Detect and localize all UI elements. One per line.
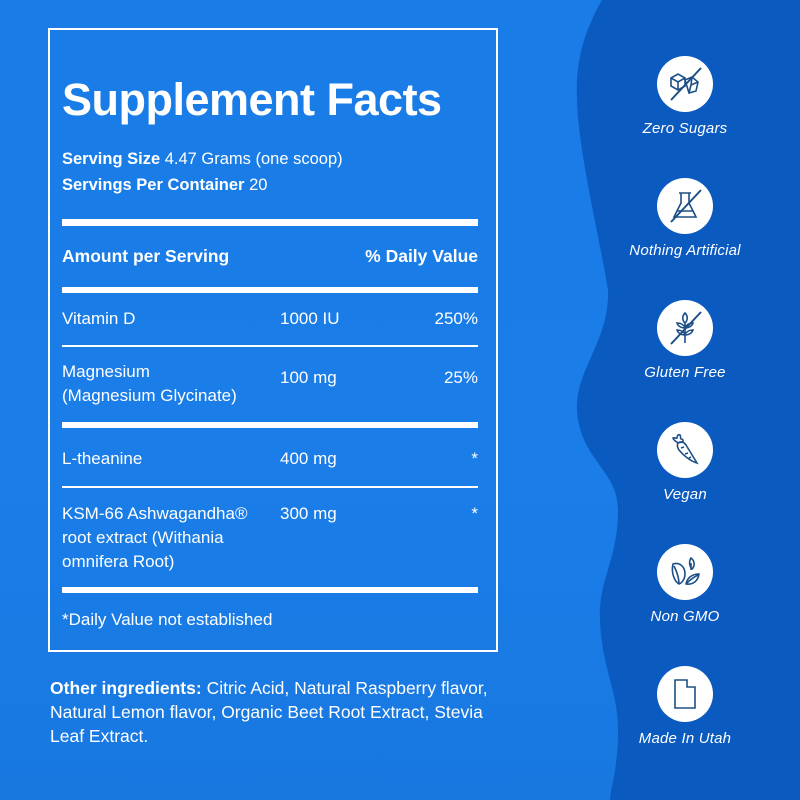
other-ingredients-value: Citric Acid, Natural Raspberry flavor, N…: [50, 678, 488, 746]
nutrient-name-detail: omnifera Root): [62, 552, 175, 571]
leaves-icon: [657, 544, 713, 600]
nutrient-amount: 100 mg: [280, 368, 337, 387]
footnote: *Daily Value not established: [62, 610, 273, 629]
nutrient-name: Magnesium: [62, 362, 150, 381]
serving-size: Serving Size 4.47 Grams (one scoop): [62, 150, 343, 169]
badge-vegan: Vegan: [605, 422, 765, 503]
divider-thin: [62, 345, 478, 347]
badge-label: Nothing Artificial: [629, 242, 741, 259]
nutrient-amount: 300 mg: [280, 504, 337, 523]
divider-thick: [62, 219, 478, 226]
badge-label: Non GMO: [650, 608, 720, 625]
other-ingredients: Other ingredients: Citric Acid, Natural …: [50, 676, 490, 748]
nutrient-dv: *: [471, 449, 478, 468]
badge-zero-sugars: Zero Sugars: [605, 56, 765, 137]
divider-thin: [62, 486, 478, 488]
sugar-cubes-crossed-icon: [657, 56, 713, 112]
divider-thick: [62, 587, 478, 593]
flask-crossed-icon: [657, 178, 713, 234]
badge-made-in-utah: Made In Utah: [605, 666, 765, 747]
serving-size-value: 4.47 Grams (one scoop): [164, 150, 343, 168]
badge-non-gmo: Non GMO: [605, 544, 765, 625]
servings-label: Servings Per Container: [62, 176, 245, 194]
divider-thick: [62, 422, 478, 428]
page-title: Supplement Facts: [62, 74, 442, 125]
badge-nothing-artificial: Nothing Artificial: [605, 178, 765, 259]
badge-label: Zero Sugars: [642, 120, 728, 137]
nutrient-name-detail: root extract (Withania: [62, 528, 224, 547]
servings-value: 20: [249, 176, 268, 194]
nutrient-name-detail: (Magnesium Glycinate): [62, 386, 237, 405]
divider-thick: [62, 287, 478, 293]
nutrient-name: KSM-66 Ashwagandha®: [62, 504, 248, 523]
nutrient-dv: *: [471, 504, 478, 523]
nutrient-amount: 1000 IU: [280, 309, 340, 328]
wheat-crossed-icon: [657, 300, 713, 356]
nutrient-name: L-theanine: [62, 449, 143, 468]
badge-gluten-free: Gluten Free: [605, 300, 765, 381]
serving-size-label: Serving Size: [62, 150, 161, 168]
badge-label: Gluten Free: [644, 364, 726, 381]
servings-per-container: Servings Per Container 20: [62, 176, 267, 195]
badge-label: Vegan: [663, 486, 707, 503]
carrot-icon: [657, 422, 713, 478]
utah-state-icon: [657, 666, 713, 722]
nutrient-name: Vitamin D: [62, 309, 136, 328]
nutrient-dv: 250%: [434, 309, 478, 328]
badge-label: Made In Utah: [638, 730, 732, 747]
supplement-facts-panel: [48, 28, 498, 652]
amount-header: Amount per Serving: [62, 246, 230, 266]
nutrient-dv: 25%: [443, 368, 478, 387]
nutrient-amount: 400 mg: [280, 449, 337, 468]
daily-value-header: % Daily Value: [365, 246, 478, 266]
other-ingredients-label: Other ingredients:: [50, 678, 202, 698]
